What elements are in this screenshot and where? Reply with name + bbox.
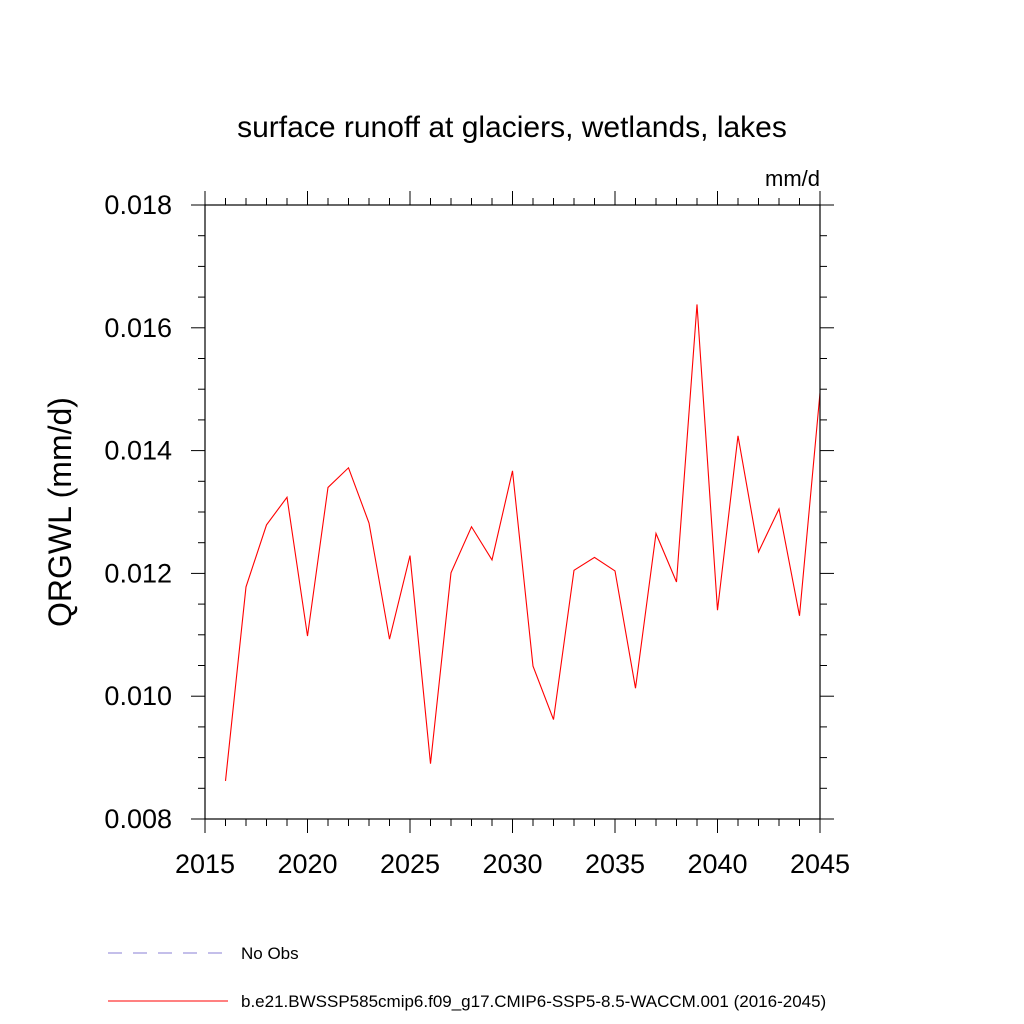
x-tick-label: 2035 [585,849,645,879]
series-layer [224,304,821,781]
plot-frame [204,204,821,820]
x-tick-label: 2030 [482,849,542,879]
y-tick-label: 0.012 [104,558,172,588]
y-axis-label: QRGWL (mm/d) [42,397,78,627]
series-line-0 [224,304,821,781]
x-tick-label: 2015 [175,849,235,879]
axis-ticks [191,191,834,833]
y-tick-label: 0.016 [104,313,172,343]
legend-label-no-obs: No Obs [241,944,299,963]
y-tick-label: 0.014 [104,436,172,466]
x-tick-label: 2025 [380,849,440,879]
units-label: mm/d [765,166,820,191]
x-tick-label: 2020 [277,849,337,879]
y-tick-label: 0.010 [104,681,172,711]
tick-labels: 2015 2020 2025 2030 2035 2040 2045 0.008 0.010 0.… [104,190,850,879]
x-tick-label: 2045 [790,849,850,879]
legend: No Obs b.e21.BWSSP585cmip6.f09_g17.CMIP6… [108,944,826,1011]
y-tick-label: 0.008 [104,804,172,834]
legend-label-model: b.e21.BWSSP585cmip6.f09_g17.CMIP6-SSP5-8… [241,992,826,1011]
chart-title: surface runoff at glaciers, wetlands, la… [237,111,787,144]
x-tick-label: 2040 [687,849,747,879]
y-tick-label: 0.018 [104,190,172,220]
